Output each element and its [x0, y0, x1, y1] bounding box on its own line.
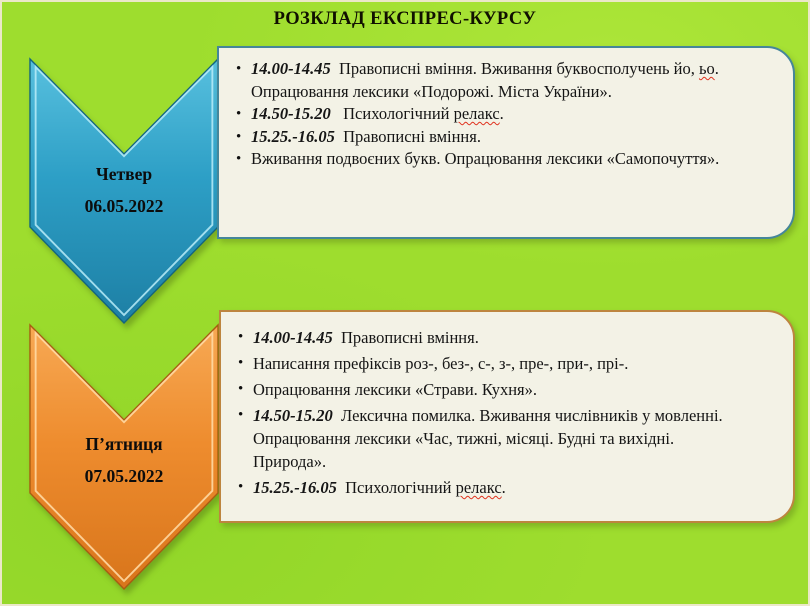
- list-item: 15.25.-16.05 Правописні вміння.: [235, 126, 741, 149]
- item-text: Правописні вміння.: [341, 328, 479, 347]
- friday-arrow-icon: [29, 323, 219, 591]
- list-item: Вживання подвоєних букв. Опрацювання лек…: [235, 148, 741, 171]
- item-text: Вживання подвоєних букв. Опрацювання лек…: [251, 149, 720, 168]
- day-label: Четвер: [95, 164, 153, 184]
- time-range: 15.25.-16.05: [253, 478, 346, 497]
- item-text: Написання префіксів роз-, без-, с-, з-, …: [253, 354, 629, 373]
- item-text: Правописні вміння.: [343, 126, 481, 146]
- item-text: Психологічний: [345, 478, 456, 497]
- schedule-list: 14.00-14.45 Правописні вміння. Написання…: [237, 326, 741, 499]
- time-range: 14.00-14.45: [251, 59, 339, 78]
- list-item: Написання префіксів роз-, без-, с-, з-, …: [237, 352, 741, 375]
- item-text-rest: . Опрацювання лексики «Подорожі. Міста У…: [251, 59, 719, 101]
- day-label: П’ятниця: [85, 434, 163, 454]
- slide-title: РОЗКЛАД ЕКСПРЕС-КУРСУ: [273, 9, 537, 29]
- time-range: 14.00-14.45: [253, 328, 341, 347]
- friday-arrow-label: П’ятниця 07.05.2022: [26, 428, 222, 492]
- date-label: 07.05.2022: [84, 466, 164, 486]
- time-range: 14.50-15.20: [251, 104, 344, 123]
- date-label: 06.05.2022: [84, 196, 164, 216]
- misspelled-word: релакс: [453, 104, 500, 123]
- item-text: Правописні вміння. Вживання буквосполуче…: [339, 59, 699, 78]
- schedule-card-thursday: 14.00-14.45 Правописні вміння. Вживання …: [217, 46, 795, 239]
- item-text: Психологічний: [343, 104, 454, 123]
- item-text-rest: .: [501, 478, 506, 497]
- list-item: 14.00-14.45 Правописні вміння. Вживання …: [235, 58, 741, 103]
- list-item: 14.50-15.20 Психологічний релакс.: [235, 103, 741, 126]
- time-range: 14.50-15.20: [253, 406, 341, 425]
- thursday-arrow-label: Четвер 06.05.2022: [26, 158, 222, 222]
- list-item: 15.25.-16.05 Психологічний релакс.: [237, 476, 741, 499]
- item-text: Опрацювання лексики «Страви. Кухня».: [253, 380, 537, 399]
- time-range: 15.25.-16.05: [251, 126, 344, 146]
- list-item: Опрацювання лексики «Страви. Кухня».: [237, 378, 741, 401]
- list-item: 14.00-14.45 Правописні вміння.: [237, 326, 741, 349]
- misspelled-word: ьо: [698, 59, 715, 78]
- item-text: Лексична помилка. Вживання числівників у…: [253, 406, 723, 471]
- schedule-card-friday: 14.00-14.45 Правописні вміння. Написання…: [219, 310, 795, 523]
- list-item: 14.50-15.20 Лексична помилка. Вживання ч…: [237, 404, 741, 473]
- schedule-list: 14.00-14.45 Правописні вміння. Вживання …: [235, 58, 741, 171]
- item-text-rest: .: [499, 104, 504, 123]
- misspelled-word: релакс: [455, 478, 502, 497]
